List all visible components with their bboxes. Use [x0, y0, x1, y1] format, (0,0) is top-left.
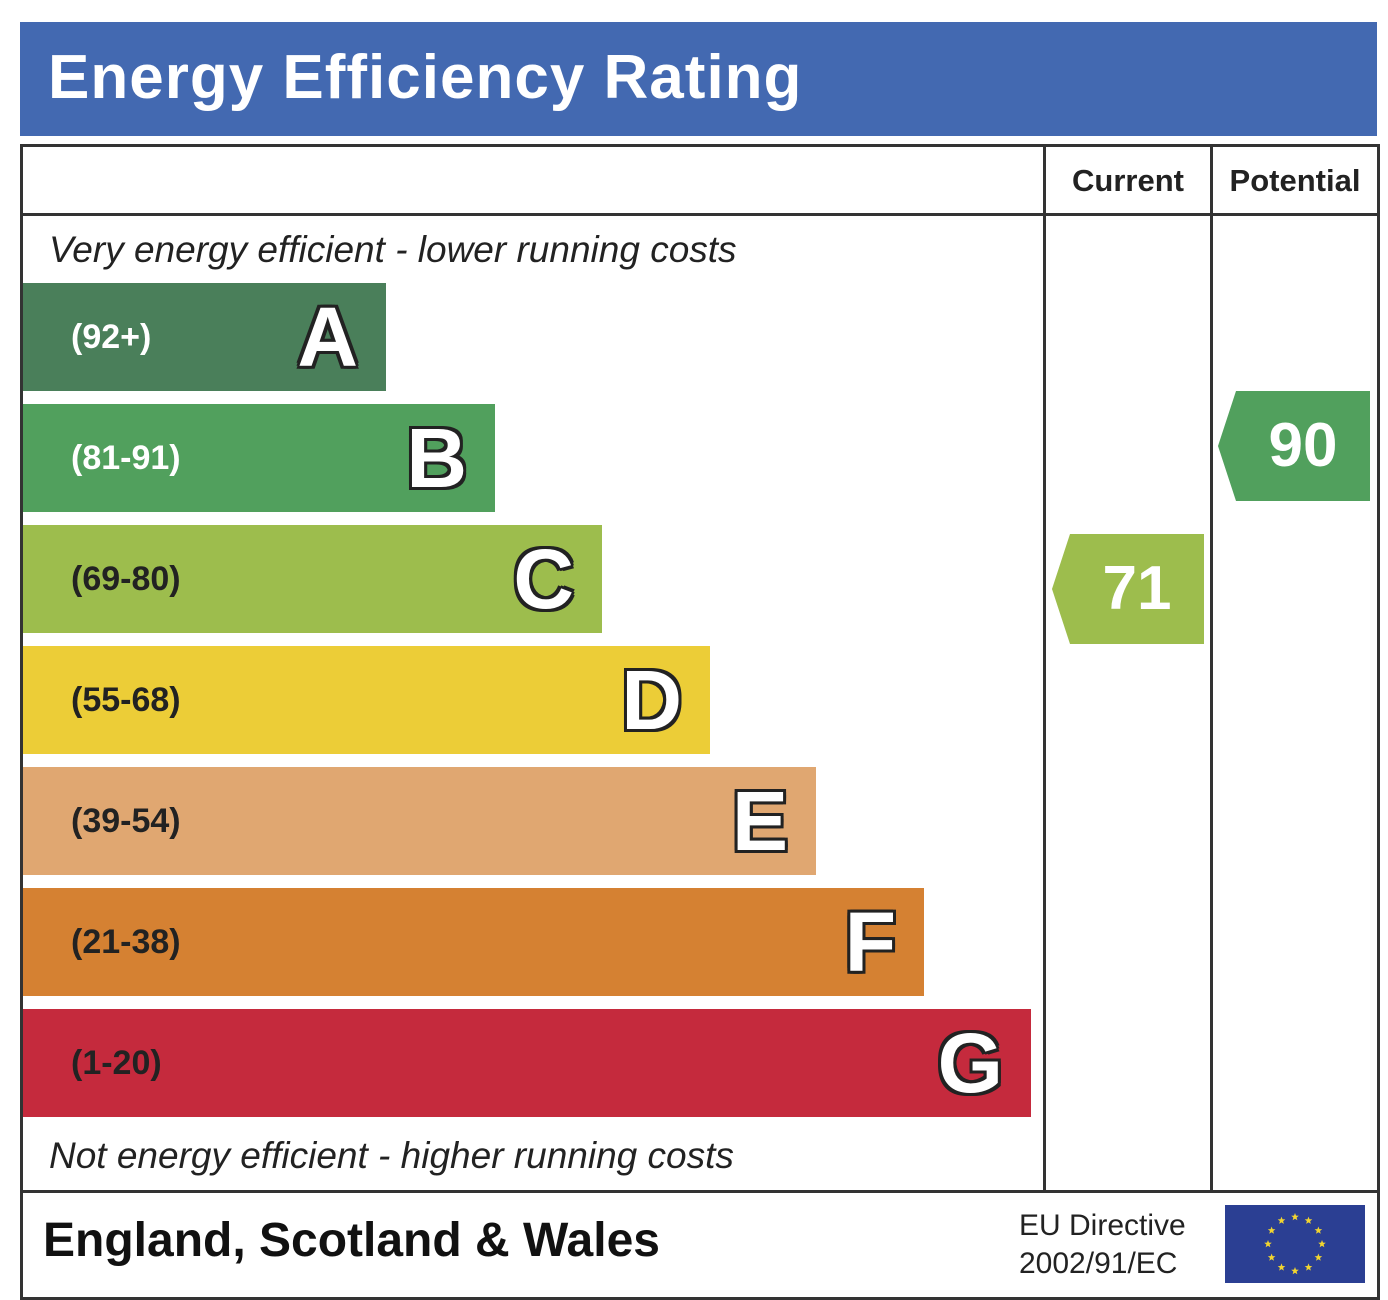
potential-arrow-shape — [1218, 391, 1370, 501]
band-d: (55-68) D — [23, 646, 710, 754]
band-d-range: (55-68) — [71, 681, 181, 719]
header-divider — [23, 213, 1377, 216]
eu-flag-icon — [1225, 1205, 1365, 1283]
band-e-range: (39-54) — [71, 802, 181, 840]
band-b: (81-91) B — [23, 404, 495, 512]
top-caption: Very energy efficient - lower running co… — [49, 229, 737, 270]
band-b-letter: B — [406, 411, 467, 505]
region-label: England, Scotland & Wales — [43, 1214, 660, 1267]
potential-rating-value: 90 — [1268, 411, 1338, 480]
band-g-letter: G — [937, 1016, 1003, 1110]
band-f: (21-38) F — [23, 888, 924, 996]
potential-column-header: Potential — [1229, 163, 1361, 198]
eu-star-icon — [1291, 1267, 1299, 1275]
eu-directive-label: EU Directive 2002/91/EC — [1019, 1207, 1186, 1283]
current-column-header: Current — [1072, 163, 1184, 198]
eu-directive-line2: 2002/91/EC — [1019, 1247, 1178, 1280]
band-c-range: (69-80) — [71, 560, 181, 598]
chart-title: Energy Efficiency Rating — [48, 43, 803, 112]
band-e-letter: E — [731, 774, 788, 868]
footer-divider — [23, 1190, 1377, 1193]
eu-star-icon — [1314, 1253, 1323, 1261]
band-f-letter: F — [844, 895, 896, 989]
band-d-letter: D — [621, 653, 682, 747]
band-g-range: (1-20) — [71, 1044, 162, 1082]
eu-star-icon — [1264, 1240, 1272, 1248]
potential-column-divider — [1210, 147, 1213, 1190]
eu-star-icon — [1277, 1263, 1286, 1271]
rating-table: Current Potential Very energy efficient … — [20, 144, 1380, 1300]
eu-star-icon — [1267, 1253, 1276, 1261]
eu-star-icon — [1304, 1263, 1313, 1271]
eu-star-icon — [1291, 1213, 1299, 1221]
band-c-letter: C — [513, 532, 574, 626]
eu-star-icon — [1318, 1240, 1326, 1248]
band-a: (92+) A — [23, 283, 386, 391]
band-b-range: (81-91) — [71, 439, 181, 477]
current-column-divider — [1043, 147, 1046, 1190]
eu-star-icon — [1304, 1216, 1313, 1224]
band-f-range: (21-38) — [71, 923, 181, 961]
band-c: (69-80) C — [23, 525, 602, 633]
eu-star-icon — [1267, 1226, 1276, 1234]
band-a-range: (92+) — [71, 318, 152, 356]
current-arrow-shape — [1052, 533, 1204, 644]
band-e: (39-54) E — [23, 767, 816, 875]
eu-directive-line1: EU Directive — [1019, 1209, 1186, 1242]
current-rating-value: 71 — [1102, 553, 1172, 623]
eu-star-icon — [1314, 1226, 1323, 1234]
title-bar: Energy Efficiency Rating — [20, 22, 1377, 136]
band-a-letter: A — [297, 290, 358, 384]
eu-star-icon — [1277, 1216, 1286, 1224]
band-g: (1-20) G — [23, 1009, 1031, 1117]
bottom-caption: Not energy efficient - higher running co… — [49, 1135, 734, 1176]
